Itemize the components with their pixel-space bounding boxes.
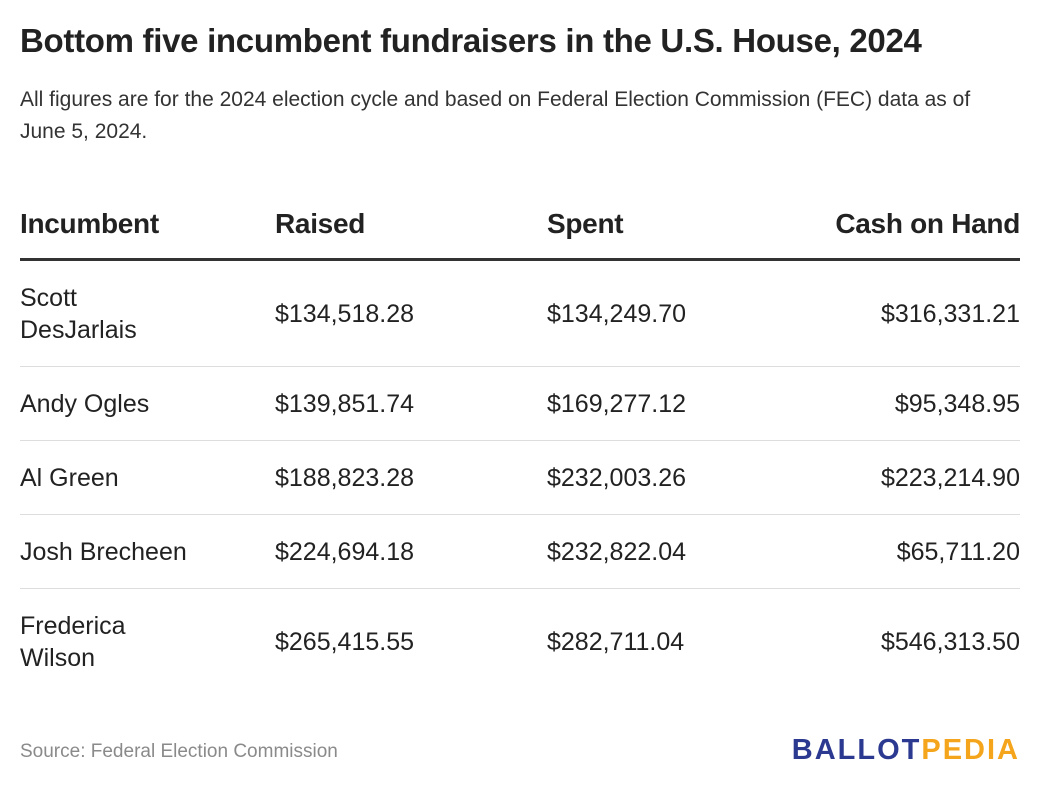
- cell-cash-on-hand: $316,331.21: [819, 259, 1020, 367]
- cell-incumbent: Scott DesJarlais: [20, 259, 275, 367]
- table-row: Andy Ogles $139,851.74 $169,277.12 $95,3…: [20, 366, 1020, 441]
- cell-spent: $134,249.70: [547, 259, 819, 367]
- table-row: Josh Brecheen $224,694.18 $232,822.04 $6…: [20, 514, 1020, 589]
- cell-raised: $265,415.55: [275, 627, 415, 656]
- cell-raised: $134,518.28: [275, 259, 547, 367]
- cell-raised: $188,823.28: [275, 440, 547, 515]
- column-header-spent: Spent: [547, 190, 819, 261]
- chart-subtitle: All figures are for the 2024 election cy…: [20, 88, 971, 143]
- cell-spent: $232,822.04: [547, 514, 819, 589]
- table-row: Frederica Wilson $265,415.55 $282,711.04…: [20, 589, 1020, 695]
- cell-incumbent: Josh Brecheen: [20, 514, 275, 589]
- cell-incumbent: Frederica Wilson: [20, 611, 126, 672]
- chart-title: Bottom five incumbent fundraisers in the…: [20, 22, 922, 59]
- cell-spent: $282,711.04: [547, 627, 685, 656]
- cell-cash-on-hand: $95,348.95: [819, 366, 1020, 441]
- cell-incumbent: Andy Ogles: [20, 366, 275, 441]
- cell-incumbent: Al Green: [20, 440, 275, 515]
- column-header-incumbent: Incumbent: [20, 190, 275, 261]
- logo-part-ballot: BALLOT: [791, 734, 922, 766]
- source-note: Source: Federal Election Commission: [20, 741, 338, 762]
- logo-part-pedia: PEDIA: [921, 734, 1020, 766]
- data-table: Incumbent Raised Spent Cash on Hand Scot…: [20, 190, 1020, 694]
- column-header-raised: Raised: [275, 190, 547, 261]
- ballotpedia-logo: BALLOTPEDIA: [792, 734, 1020, 767]
- table-row: Scott DesJarlais $134,518.28 $134,249.70…: [20, 259, 1020, 367]
- cell-spent: $169,277.12: [547, 366, 819, 441]
- cell-cash-on-hand: $546,313.50: [880, 627, 1020, 656]
- column-header-cash-on-hand: Cash on Hand: [819, 190, 1020, 261]
- cell-cash-on-hand: $223,214.90: [819, 440, 1020, 515]
- cell-spent: $232,003.26: [547, 440, 819, 515]
- cell-raised: $224,694.18: [275, 514, 547, 589]
- cell-cash-on-hand: $65,711.20: [819, 514, 1020, 589]
- header-row: Incumbent Raised Spent Cash on Hand: [20, 190, 1020, 261]
- cell-raised: $139,851.74: [275, 366, 547, 441]
- table-row: Al Green $188,823.28 $232,003.26 $223,21…: [20, 440, 1020, 515]
